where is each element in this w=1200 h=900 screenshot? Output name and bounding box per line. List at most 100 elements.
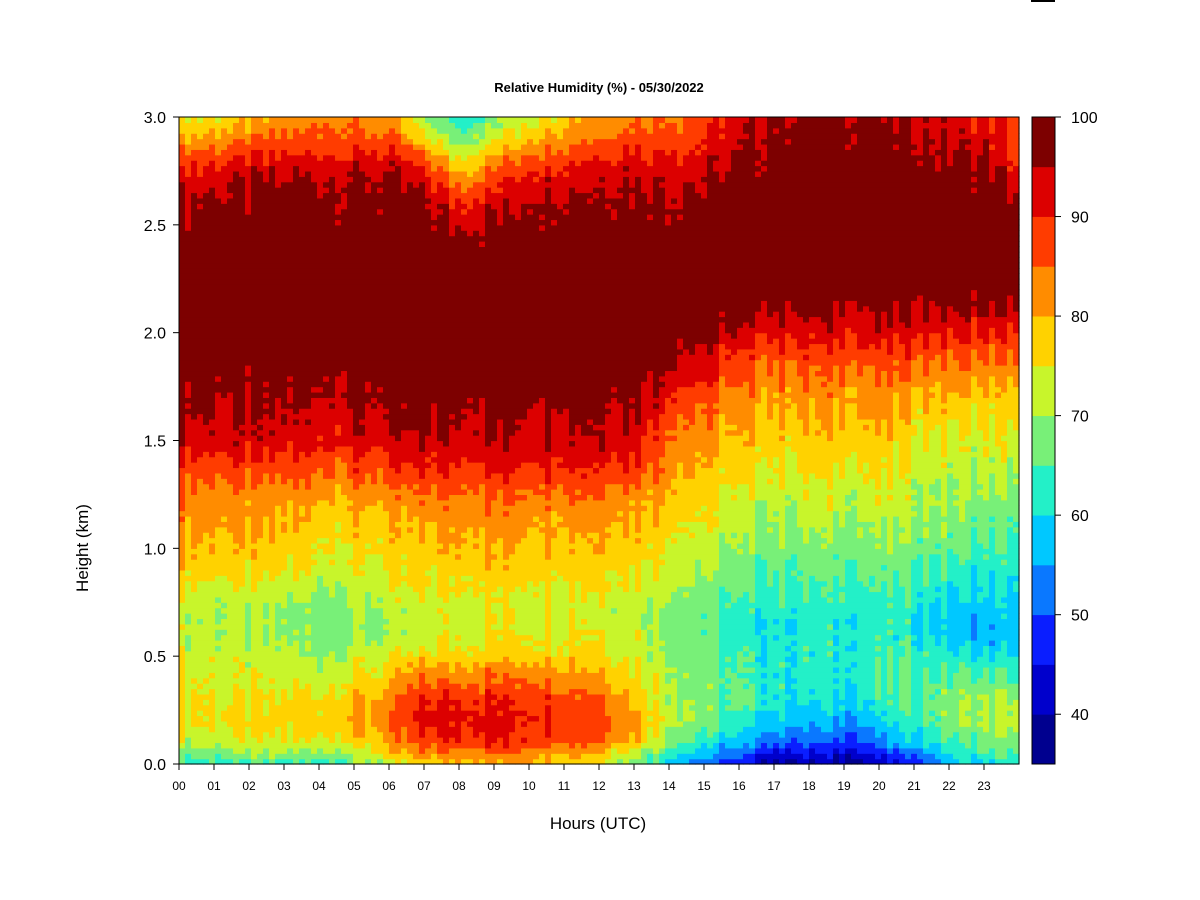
heatmap-cell [317,569,324,576]
heatmap-cell [209,532,216,539]
heatmap-cell [317,672,324,679]
heatmap-cell [179,645,186,652]
heatmap-cell [341,742,348,749]
heatmap-cell [179,737,186,744]
heatmap-cell [251,149,258,156]
heatmap-cell [233,208,240,215]
heatmap-cell [185,316,192,323]
heatmap-cell [365,586,372,593]
heatmap-cell [185,483,192,490]
heatmap-cell [197,726,204,733]
heatmap-cell [383,386,390,393]
heatmap-cell [383,154,390,161]
heatmap-cell [335,758,342,765]
heatmap-cell [281,176,288,183]
heatmap-cell [287,726,294,733]
heatmap-cell [365,548,372,555]
heatmap-cell [413,348,420,355]
heatmap-cell [287,321,294,328]
heatmap-cell [185,720,192,727]
heatmap-cell [413,623,420,630]
heatmap-cell [425,672,432,679]
heatmap-cell [293,354,300,361]
heatmap-cell [401,440,408,447]
heatmap-cell [209,629,216,636]
heatmap-cell [389,375,396,382]
heatmap-cell [251,181,258,188]
heatmap-cell [287,413,294,420]
heatmap-cell [179,375,186,382]
heatmap-cell [347,699,354,706]
heatmap-cell [317,526,324,533]
heatmap-cell [197,559,204,566]
heatmap-cell [317,127,324,134]
heatmap-cell [191,154,198,161]
heatmap-cell [287,731,294,738]
heatmap-cell [269,321,276,328]
heatmap-cell [191,451,198,458]
heatmap-cell [185,515,192,522]
heatmap-cell [305,478,312,485]
heatmap-cell [389,672,396,679]
heatmap-cell [413,246,420,253]
heatmap-cell [365,246,372,253]
heatmap-cell [353,122,360,129]
heatmap-cell [359,634,366,641]
heatmap-cell [395,149,402,156]
heatmap-cell [353,580,360,587]
heatmap-cell [197,731,204,738]
heatmap-cell [299,645,306,652]
heatmap-cell [311,629,318,636]
heatmap-cell [299,418,306,425]
heatmap-cell [251,187,258,194]
heatmap-cell [389,359,396,366]
heatmap-cell [251,386,258,393]
heatmap-cell [239,246,246,253]
heatmap-cell [383,510,390,517]
heatmap-cell [221,127,228,134]
heatmap-cell [179,710,186,717]
heatmap-cell [293,257,300,264]
heatmap-cell [359,375,366,382]
heatmap-cell [371,639,378,646]
heatmap-cell [179,424,186,431]
heatmap-cell [401,294,408,301]
heatmap-cell [305,607,312,614]
heatmap-cell [281,726,288,733]
heatmap-cell [275,591,282,598]
heatmap-cell [311,445,318,452]
heatmap-cell [215,435,222,442]
heatmap-cell [209,332,216,339]
heatmap-cell [239,181,246,188]
heatmap-cell [215,257,222,264]
heatmap-cell [401,677,408,684]
heatmap-cell [287,607,294,614]
heatmap-cell [191,267,198,274]
heatmap-cell [371,548,378,555]
heatmap-cell [293,623,300,630]
heatmap-cell [293,683,300,690]
heatmap-cell [263,359,270,366]
heatmap-cell [401,720,408,727]
heatmap-cell [269,559,276,566]
heatmap-cell [221,187,228,194]
heatmap-cell [269,591,276,598]
heatmap-cell [281,429,288,436]
heatmap-cell [395,451,402,458]
heatmap-cell [245,305,252,312]
heatmap-cell [311,553,318,560]
heatmap-cell [341,542,348,549]
heatmap-cell [257,316,264,323]
heatmap-cell [323,343,330,350]
heatmap-cell [365,354,372,361]
heatmap-cell [281,273,288,280]
heatmap-cell [257,408,264,415]
heatmap-cell [209,440,216,447]
heatmap-cell [191,699,198,706]
heatmap-cell [233,521,240,528]
heatmap-cell [323,235,330,242]
heatmap-cell [365,289,372,296]
heatmap-cell [203,699,210,706]
heatmap-cell [293,418,300,425]
heatmap-cell [365,720,372,727]
